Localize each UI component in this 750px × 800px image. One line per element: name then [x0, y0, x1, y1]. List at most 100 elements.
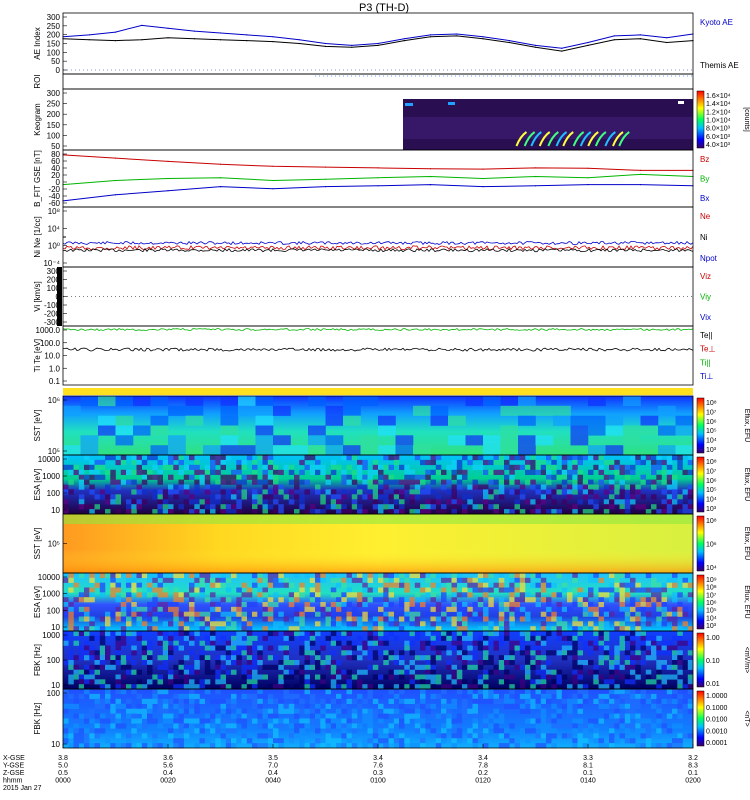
- esa_elec-cell: [661, 621, 667, 627]
- fbk_e-cell: [656, 635, 662, 641]
- fbk_e-cell: [204, 669, 211, 675]
- fbk_b-cell: [267, 693, 274, 700]
- esa_elec-cell: [189, 611, 195, 617]
- esa_elec-cell: [141, 573, 148, 579]
- esa_elec-cell: [682, 582, 688, 588]
- esa_elec-cell: [567, 592, 573, 598]
- fbk_b-cell: [493, 733, 499, 739]
- fbk_e-cell: [367, 631, 373, 637]
- esa_elec-cell: [619, 621, 625, 627]
- bfield-point: [587, 184, 589, 186]
- esa_elec-cell: [309, 577, 316, 583]
- fbk_b-cell: [183, 708, 190, 714]
- fbk_b-colorbar-label: 0.1000: [706, 705, 728, 712]
- esa_elec-cell: [199, 611, 205, 617]
- fbk_e-cell: [645, 655, 652, 661]
- esa_ion-cell: [225, 489, 232, 495]
- fbk_b-cell: [661, 728, 667, 734]
- fbk_e-cell: [393, 635, 400, 641]
- esa_ion-cell: [425, 474, 431, 480]
- fbk_e-cell: [535, 645, 541, 651]
- keogram-blip: [448, 102, 455, 105]
- sst_ion-cell: [675, 425, 694, 436]
- esa_elec-cell: [472, 602, 478, 608]
- fbk_e-cell: [462, 664, 468, 670]
- fbk_b-cell: [530, 728, 536, 734]
- esa_elec-cell: [577, 587, 583, 593]
- bfield-point: [429, 168, 432, 170]
- fbk_e-cell: [572, 679, 578, 685]
- esa_ion-colorbar-label: 10³: [706, 506, 717, 513]
- velocity-ytick-label: 0: [56, 293, 61, 302]
- esa_ion-cell: [609, 459, 615, 466]
- temperature-ytick-label: 0.1: [49, 377, 61, 386]
- esa_ion-cell: [372, 464, 379, 470]
- esa_elec-cell: [189, 573, 195, 579]
- esa_ion-cell: [488, 494, 494, 500]
- esa_elec-cell: [309, 592, 316, 598]
- esa_ion-cell: [299, 469, 305, 475]
- fbk_e-cell: [183, 684, 190, 690]
- esa_elec-cell: [593, 626, 599, 632]
- fbk_b-cell: [456, 723, 463, 729]
- fbk_e-cell: [147, 660, 153, 666]
- esa_ion-cell: [630, 464, 636, 470]
- esa_ion-cell: [189, 509, 195, 515]
- fbk_e-cell: [241, 664, 247, 670]
- fbk_e-cell: [241, 684, 247, 690]
- fbk_b-cell: [467, 728, 473, 734]
- esa_elec-cell: [462, 577, 468, 583]
- fbk_e-cell: [178, 664, 184, 670]
- esa_elec-cell: [178, 621, 184, 627]
- esa_elec-cell: [357, 621, 363, 627]
- esa_ion-cell: [488, 504, 494, 510]
- fbk_e-cell: [609, 660, 615, 666]
- fbk_e-cell: [551, 684, 557, 690]
- keogram-arc: [515, 131, 528, 147]
- fbk_e-cell: [336, 674, 342, 680]
- fbk_e-cell: [498, 679, 505, 685]
- fbk_b-ylabel: FBK [Hz]: [33, 702, 42, 734]
- fbk_b-cell: [420, 698, 426, 704]
- fbk_e-cell: [630, 635, 636, 641]
- sst_ion-cell: [448, 415, 466, 426]
- fbk_e-cell: [493, 640, 499, 646]
- fbk_b-cell: [299, 743, 305, 749]
- esa_elec-cell: [504, 606, 510, 612]
- esa_elec-cell: [351, 577, 358, 583]
- esa_ion-cell: [320, 509, 326, 515]
- esa_ion-cell: [567, 484, 573, 490]
- sst_ion-cell: [518, 396, 536, 407]
- fbk_e-cell: [540, 684, 547, 690]
- fbk_e-cell: [189, 664, 195, 670]
- esa_elec-cell: [320, 602, 326, 608]
- fbk_b-cell: [430, 703, 436, 709]
- esa_ion-cell: [246, 455, 253, 461]
- esa_elec-cell: [593, 611, 599, 617]
- fbk_b-cell: [294, 708, 300, 714]
- fbk_e-cell: [635, 669, 641, 675]
- fbk_e-cell: [63, 631, 69, 637]
- esa_elec-cell: [435, 616, 442, 622]
- esa_ion-cell: [525, 459, 531, 466]
- esa_elec-cell: [241, 602, 247, 608]
- esa_ion-cell: [99, 464, 106, 470]
- fbk_e-cell: [315, 664, 321, 670]
- esa_ion-cell: [582, 494, 589, 500]
- sst_ion-cell: [220, 435, 239, 446]
- esa_elec-cell: [378, 616, 384, 622]
- esa_ion-cell: [299, 499, 305, 505]
- fbk_b-cell: [477, 733, 484, 739]
- esa_ion-cell: [236, 459, 242, 466]
- fbk_b-cell: [178, 693, 184, 700]
- esa_ion-cell: [383, 464, 389, 470]
- esa_elec-cell: [115, 573, 121, 579]
- fbk_b-cell: [456, 689, 463, 695]
- fbk_e-cell: [609, 650, 615, 656]
- esa_elec-cell: [624, 626, 631, 632]
- fbk_b-cell: [73, 733, 79, 739]
- fbk_e-cell: [346, 679, 352, 685]
- fbk_b-cell: [241, 718, 247, 724]
- esa_ion-cell: [84, 479, 90, 485]
- esa_ion-cell: [126, 499, 132, 505]
